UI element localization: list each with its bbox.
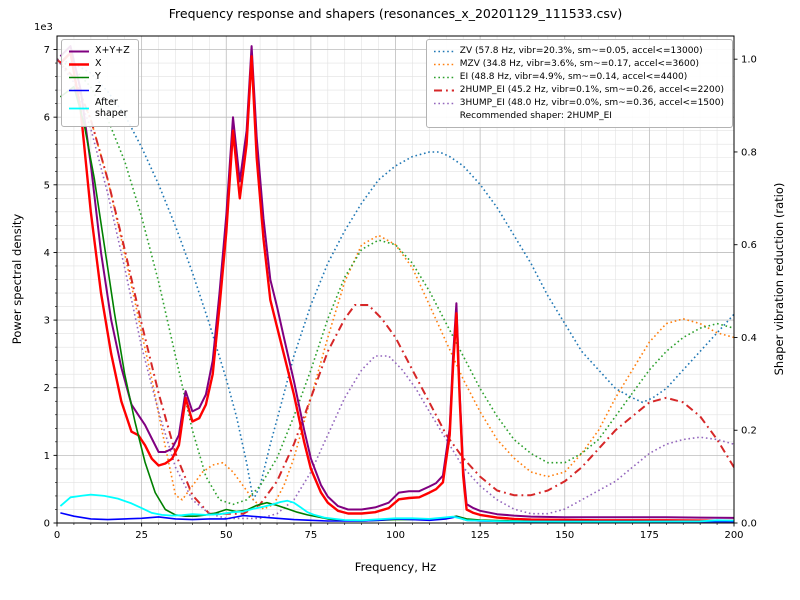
tick-label: 150 xyxy=(555,530,574,541)
y-axis-label-left: Power spectral density xyxy=(10,213,24,345)
y-axis-label-right: Shaper vibration reduction (ratio) xyxy=(772,182,786,376)
tick-label: 100 xyxy=(386,530,405,541)
tick-label: 5 xyxy=(44,180,50,191)
tick-label: 25 xyxy=(135,530,148,541)
legend-line-sample-icon xyxy=(69,76,89,79)
legend-shapers: ZV (57.8 Hz, vibr=20.3%, sm~=0.05, accel… xyxy=(425,39,733,129)
legend-label: Z xyxy=(95,84,102,96)
legend-note: Recommended shaper: 2HUMP_EI xyxy=(433,111,724,121)
x-axis-label: Frequency, Hz xyxy=(354,560,437,574)
chart-title: Frequency response and shapers (resonanc… xyxy=(168,6,623,21)
legend-label: MZV (34.8 Hz, vibr=3.6%, sm~=0.17, accel… xyxy=(459,59,699,70)
tick-label: 75 xyxy=(305,530,318,541)
legend-label: EI (48.8 Hz, vibr=4.9%, sm~=0.14, accel<… xyxy=(459,72,688,83)
legend-line-sample-icon xyxy=(69,108,89,110)
legend-line-sample-icon xyxy=(69,50,89,53)
legend-entry-mzv: MZV (34.8 Hz, vibr=3.6%, sm~=0.17, accel… xyxy=(433,59,724,70)
legend-label: X xyxy=(95,58,102,70)
legend-line-sample-icon xyxy=(69,63,89,66)
legend-psd: X+Y+Z X Y Z After shaper xyxy=(61,39,139,127)
legend-label: Y xyxy=(95,71,101,83)
series-y xyxy=(59,85,734,523)
legend-line-sample-icon xyxy=(433,102,454,105)
tick-label: 0.0 xyxy=(741,519,757,530)
tick-label: 200 xyxy=(724,530,743,541)
tick-label: 3 xyxy=(44,316,50,327)
series-x xyxy=(59,51,734,523)
legend-entry-y: Y xyxy=(68,71,130,83)
series-2hump_ei xyxy=(57,58,734,515)
tick-label: 4 xyxy=(44,248,50,259)
legend-line-sample-icon xyxy=(433,76,454,79)
recommended-shaper-text: Recommended shaper: 2HUMP_EI xyxy=(459,111,612,121)
legend-entry-x+y+z: X+Y+Z xyxy=(68,45,130,57)
series-zv xyxy=(57,58,734,501)
legend-entry-z: Z xyxy=(68,84,130,96)
series-x+y+z xyxy=(59,45,734,519)
tick-label: 6 xyxy=(44,113,50,124)
legend-label: X+Y+Z xyxy=(95,45,130,57)
legend-line-sample-icon xyxy=(433,63,454,66)
legend-entry-zv: ZV (57.8 Hz, vibr=20.3%, sm~=0.05, accel… xyxy=(433,46,724,57)
tick-label: 1 xyxy=(44,451,50,462)
legend-entry-2hump_ei: 2HUMP_EI (45.2 Hz, vibr=0.1%, sm~=0.26, … xyxy=(433,85,724,96)
legend-line-sample-icon xyxy=(433,89,454,92)
tick-label: 1.0 xyxy=(741,55,757,66)
series-after-shaper xyxy=(59,493,734,523)
legend-entry-after: After shaper xyxy=(68,97,130,120)
tick-label: 0 xyxy=(44,519,50,530)
tick-label: 175 xyxy=(640,530,659,541)
tick-label: 0.4 xyxy=(741,333,757,344)
tick-label: 0.2 xyxy=(741,426,757,437)
tick-label: 125 xyxy=(471,530,490,541)
legend-label: 3HUMP_EI (48.0 Hz, vibr=0.0%, sm~=0.36, … xyxy=(459,98,724,109)
legend-label: After shaper xyxy=(95,97,128,119)
tick-label: 0.6 xyxy=(741,240,757,251)
legend-entry-3hump_ei: 3HUMP_EI (48.0 Hz, vibr=0.0%, sm~=0.36, … xyxy=(433,98,724,109)
legend-label: 2HUMP_EI (45.2 Hz, vibr=0.1%, sm~=0.26, … xyxy=(459,85,724,96)
tick-label: 50 xyxy=(220,530,233,541)
tick-label: 0.8 xyxy=(741,147,757,158)
tick-label: 7 xyxy=(44,45,50,56)
legend-entry-ei: EI (48.8 Hz, vibr=4.9%, sm~=0.14, accel<… xyxy=(433,72,724,83)
y-axis-offset-text: 1e3 xyxy=(34,22,53,33)
legend-label: ZV (57.8 Hz, vibr=20.3%, sm~=0.05, accel… xyxy=(459,46,703,57)
tick-label: 0 xyxy=(54,530,60,541)
legend-line-sample-icon xyxy=(69,89,89,92)
series-3hump_ei xyxy=(57,58,734,520)
legend-line-sample-icon xyxy=(433,50,454,53)
legend-entry-x: X xyxy=(68,58,130,70)
tick-label: 2 xyxy=(44,383,50,394)
